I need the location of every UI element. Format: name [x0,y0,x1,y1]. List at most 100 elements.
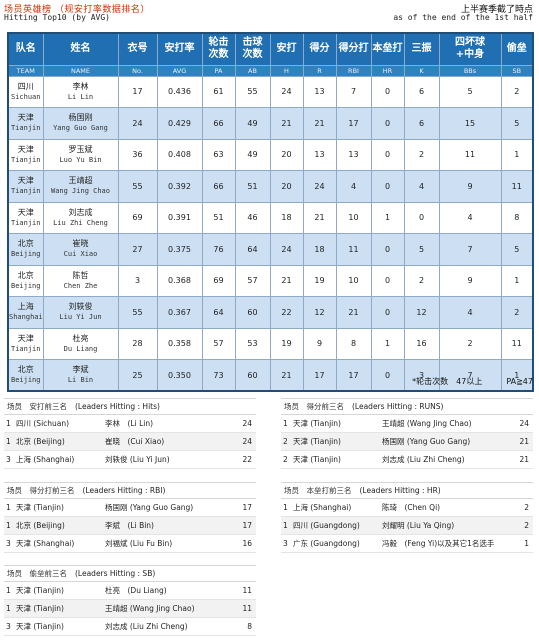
player-name-en: Chen Zhe [63,281,98,290]
leaders-title-en: (Leaders Hitting : HR) [359,486,441,495]
stat-cell-r: 21 [302,201,337,234]
leader-value: 8 [247,622,252,631]
leader-rank: 1 [283,521,288,530]
stat-cell-rbi: 11 [335,233,372,266]
table-header-row-cn: 队名 姓名 衣号 安打率 轮击 次数 击球 次数 安打 得分 得分打 本垒打 三振 四坏球 +中身 偷垒 [7,32,534,66]
stat-cell-hr: 1 [370,327,405,360]
leader-player: 崔晓 (Cui Xiao) [105,437,165,446]
player-name-en: Li Bin [67,376,94,384]
player-name-cn: 李斌 [72,365,89,374]
column-header: 得分 [302,32,337,66]
team-name-en: Beijing [10,250,41,259]
stat-cell-hr: 0 [370,296,405,329]
table-row: 天津 Tianjin 杜亮 Du Liang 28 0.358 57 53 19 9 8 1 16 2 11 [7,327,534,360]
player-name-en: Cui Xiao [63,250,98,259]
stat-cell-h: 20 [269,138,304,171]
stat-cell-no: 24 [117,107,158,140]
stat-cell-hr: 0 [370,359,405,392]
stat-cell-ab: 53 [234,327,271,360]
leader-team: 天津 (Shanghai) [16,539,75,548]
leader-team: 天津 (Tianjin) [293,437,341,446]
leader-player: 冯毅 (Feng Yi)以及其它1名选手 [382,539,495,548]
player-name-cn: 罗玉斌 [68,144,93,154]
stat-cell-k: 16 [403,327,440,360]
leaders-title-en: (Leaders Hitting : RBI) [82,486,166,495]
column-header-en: NAME [42,64,119,77]
player-name-en: Du Liang [63,344,98,353]
stat-cell-r: 17 [302,359,337,392]
player-name-cn: 崔晓 [72,239,89,249]
column-header: 击球 次数 [234,32,271,66]
stat-cell-avg: 0.375 [156,233,203,266]
stat-cell-hr: 0 [370,233,405,266]
leader-value: 17 [242,503,252,512]
leader-team: 天津 (Tianjin) [16,604,64,613]
stat-cell-no: 55 [117,170,158,203]
team-name-en: Sichuan [10,92,41,101]
column-header-en: K [403,64,440,77]
stat-cell-bbs: 5 [438,75,502,108]
column-header-en: BBs [438,64,502,77]
leader-row: 3 广东 (Guangdong) 冯毅 (Feng Yi)以及其它1名选手 1 [281,535,533,553]
team-name-en: Beijing [10,281,41,290]
stat-cell-no: 3 [117,264,158,297]
leaders-box: 场员 本垒打前三名 (Leaders Hitting : HR) 1 上海 (Shan… [281,482,533,553]
stat-cell-ab: 60 [234,296,271,329]
stat-cell-bbs: 9 [438,170,502,203]
stat-cell-r: 24 [302,170,337,203]
stat-cell-rbi: 7 [335,75,372,108]
leader-player: 杨国刚 (Yang Guo Gang) [105,503,194,512]
leader-row: 3 上海 (Shanghai) 刘轶俊 (Liu Yi Jun) 22 [4,451,256,469]
table-row: 上海 Shanghai 刘轶俊 Liu Yi Jun 55 0.367 64 60 22 12 21… [7,296,534,329]
table-row: 北京 Beijing 李斌 Li Bin 25 0.350 73 60 21 17 17 0 3 7 1 [7,359,534,392]
leaders-box: 场员 得分打前三名 (Leaders Hitting : RBI) 1 天津 (Tia… [4,482,256,553]
stat-cell-ab: 49 [234,138,271,171]
player-name-cn: 王靖超 [68,176,93,186]
player-name-en: Luo Yu Bin [59,155,102,164]
stat-cell-r: 9 [302,327,337,360]
column-header-en: AB [234,64,271,77]
leader-value: 2 [524,503,529,512]
leaders-title-en: (Leaders Hitting : Hits) [75,402,160,411]
leader-team: 上海 (Shanghai) [16,455,75,464]
stat-cell-hr: 0 [370,264,405,297]
leaders-box-title: 场员 本垒打前三名 (Leaders Hitting : HR) [281,482,533,499]
stat-cell-sb: 1 [500,359,534,392]
leader-value: 22 [242,455,252,464]
leader-rank: 1 [283,419,288,428]
stat-cell-hr: 0 [370,138,405,171]
stat-cell-avg: 0.391 [156,201,203,234]
leaders-title-cn: 场员 本垒打前三名 [284,486,352,495]
stat-cell-no: 69 [117,201,158,234]
player-cell: 陈哲 Chen Zhe [42,264,119,297]
stat-cell-h: 20 [269,170,304,203]
team-cell: 天津 Tianjin [7,170,44,203]
leader-rank: 1 [6,503,11,512]
stat-cell-sb: 11 [500,327,534,360]
stat-cell-no: 27 [117,233,158,266]
leader-player: 陈琦 (Chen Qi) [382,503,441,512]
team-name-cn: 天津 [17,113,34,123]
stat-cell-avg: 0.392 [156,170,203,203]
stat-cell-rbi: 10 [335,201,372,234]
leader-rank: 1 [6,521,11,530]
stat-cell-sb: 8 [500,201,534,234]
stat-cell-avg: 0.368 [156,264,203,297]
stat-cell-r: 21 [302,107,337,140]
stat-cell-h: 21 [269,264,304,297]
stat-cell-bbs: 15 [438,107,502,140]
stat-cell-ab: 51 [234,170,271,203]
column-header-en: HR [370,64,405,77]
leader-rank: 2 [283,455,288,464]
leader-team: 北京 (Beijing) [16,437,65,446]
leader-rank: 1 [6,604,11,613]
stat-cell-ab: 49 [234,107,271,140]
team-cell: 北京 Beijing [7,264,44,297]
stat-cell-k: 3 [403,359,440,392]
stat-cell-rbi: 17 [335,359,372,392]
player-cell: 杜亮 Du Liang [42,327,119,360]
stat-cell-sb: 5 [500,107,534,140]
stat-cell-bbs: 4 [438,296,502,329]
leader-rank: 3 [6,455,11,464]
column-header: 得分打 [335,32,372,66]
